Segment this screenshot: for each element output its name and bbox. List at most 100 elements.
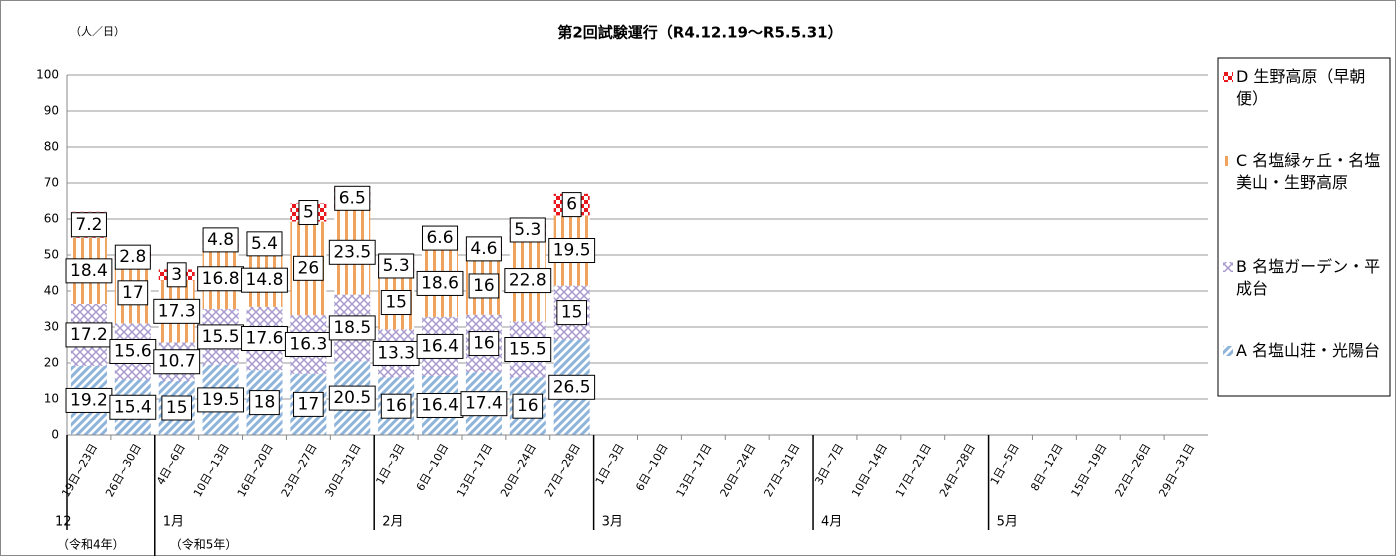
data-label-box [117,280,149,306]
data-label-box [70,212,107,238]
data-label: 18 [254,393,276,413]
data-label-box [460,391,508,417]
data-label: 13.3 [377,343,415,363]
y-tick-label: 80 [44,140,59,154]
data-label: 16 [517,396,539,416]
data-label: 15 [385,293,407,313]
data-label: 19.5 [202,390,240,410]
data-label: 16 [473,276,495,296]
data-label-box [468,331,500,357]
data-label-box [249,390,280,416]
x-tick-label: 19日~23日 [59,442,100,500]
data-label-box [416,333,464,359]
legend-entry: D 生野高原（早朝便） [1236,67,1365,108]
x-tick-label: 6日~10日 [633,442,670,494]
group-label: 4月 [821,515,842,530]
x-tick-label: 20日~24日 [498,442,539,500]
data-label-box [114,244,151,270]
data-label-box [246,231,283,257]
data-label-box [421,225,459,251]
data-label-box [328,385,376,411]
data-label: 23.5 [333,242,371,262]
data-label-box [153,349,201,375]
legend-swatch [1223,72,1233,82]
data-label: 17 [298,394,320,414]
data-label: 15.6 [114,341,152,361]
data-label-box [509,217,546,243]
x-tick-label: 13日~17日 [454,441,495,499]
data-label: 18.5 [333,318,371,338]
data-label: 15.5 [202,327,240,347]
data-label: 22.8 [509,271,547,291]
legend-entry: C 名塩緑ヶ丘・名塩美山・生野高原 [1236,151,1380,192]
data-label: 16.4 [421,336,459,356]
data-label-box [548,374,596,400]
data-label: 5.3 [514,220,541,240]
data-label-box [556,300,587,326]
data-label-box [202,227,239,253]
year-label: （令和4年） [57,537,125,552]
data-label-box [197,387,245,413]
x-tick-label: 3日~7日 [812,442,846,488]
data-label: 5.3 [383,256,410,276]
legend-entry: B 名塩ガーデン・平成台 [1236,257,1381,298]
data-label: 2.8 [119,247,146,267]
x-tick-label: 24日~28日 [937,442,978,500]
data-label-box [468,273,500,299]
data-label: 17 [122,283,144,303]
data-label-box [293,255,324,281]
data-label-box [109,394,157,420]
data-label-box [298,200,319,226]
data-label-box [512,393,544,419]
group-label: 3月 [602,515,623,530]
y-tick-label: 70 [44,176,59,190]
data-label: 3 [171,265,182,285]
data-label-box [197,324,245,350]
y-tick-label: 40 [44,284,59,298]
chart-title: 第2回試験運行（R4.12.19〜R5.5.31） [557,24,842,42]
data-label-box [561,192,582,218]
group-label: 1月 [163,515,184,530]
data-label-box [380,393,412,419]
legend-box [1217,57,1391,397]
x-tick-label: 26日~30日 [103,442,144,500]
data-label: 17.2 [70,325,108,345]
x-tick-label: 10日~13日 [191,442,232,500]
data-label-box [197,266,245,292]
x-tick-label: 8日~12日 [1028,442,1065,494]
data-label: 15 [561,303,583,323]
legend-label: A 名塩山荘・光陽台 [1236,341,1381,360]
x-tick-label: 1日~3日 [373,442,407,488]
x-tick-label: 4日~6日 [154,442,188,488]
data-label-box [65,387,113,413]
data-label: 16.3 [289,334,327,354]
data-label: 18.6 [421,273,459,293]
data-label-box [293,391,324,417]
y-tick-label: 100 [36,68,59,82]
data-label: 17.6 [246,329,284,349]
data-label: 16 [473,334,495,354]
data-label-box [328,315,376,341]
legend-swatch [1223,346,1233,356]
data-label-box [334,185,371,211]
data-label: 10.7 [158,352,196,372]
x-tick-label: 13日~17日 [674,442,715,500]
data-label: 5.4 [251,234,278,254]
x-tick-label: 16日~20日 [235,442,276,500]
legend-label: B 名塩ガーデン・平成台 [1236,257,1381,298]
data-label-box [380,290,412,316]
y-tick-label: 10 [44,392,59,406]
data-label: 20.5 [333,388,371,408]
data-label: 5 [303,203,314,223]
data-label: 17.3 [158,301,196,321]
x-tick-label: 10日~14日 [849,442,890,500]
data-label-box [241,326,288,352]
data-label-box [166,262,187,288]
x-tick-label: 27日~28日 [542,442,583,500]
data-label-box [284,331,332,357]
data-label: 4.8 [207,230,234,250]
data-label-box [328,239,376,265]
data-label-box [372,340,420,366]
data-label: 19.2 [70,390,108,410]
